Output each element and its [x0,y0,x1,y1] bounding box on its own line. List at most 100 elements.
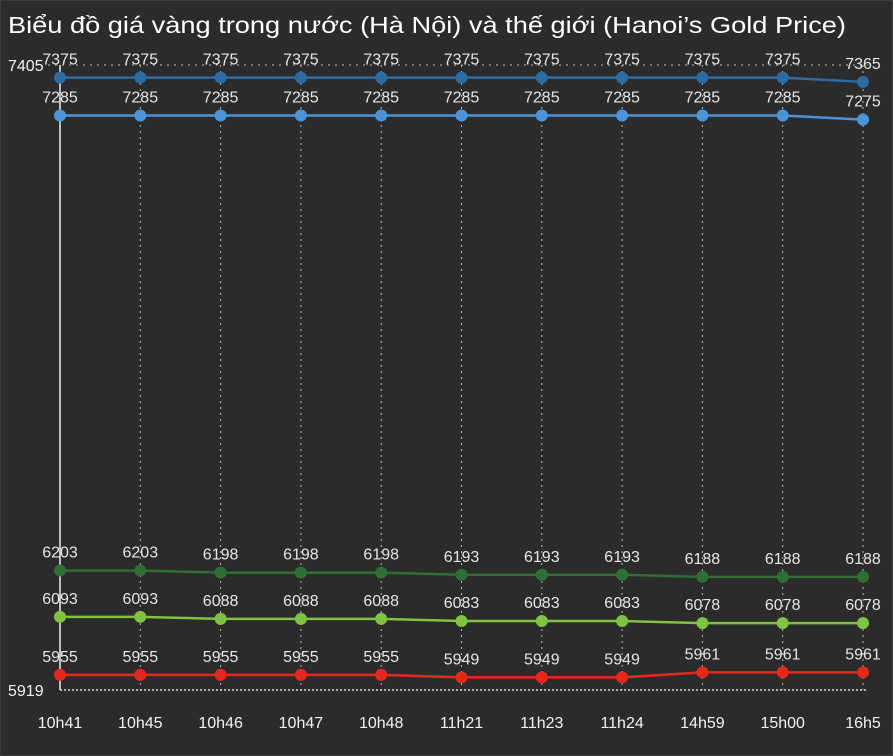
data-point [696,109,709,122]
data-label: 5955 [203,649,239,666]
data-label: 5961 [765,646,801,663]
data-label: 5949 [444,651,480,668]
data-label: 7375 [685,52,721,69]
data-point [535,109,548,122]
x-tick-label: 10h47 [279,715,324,732]
x-tick-label: 14h59 [680,715,725,732]
data-label: 5961 [845,646,881,663]
data-point [455,568,468,581]
data-point [134,610,147,623]
x-tick-label: 10h46 [198,715,243,732]
series-2 [54,109,869,126]
x-tick-label: 10h48 [359,715,404,732]
data-point [134,109,147,122]
data-label: 6188 [765,551,801,568]
data-point [776,666,789,679]
x-tick-labels: 10h41 10h45 10h46 10h47 10h48 11h21 11h23 11h24… [38,715,881,732]
data-point [696,617,709,630]
data-label: 7275 [845,94,881,111]
data-label: 7285 [444,89,480,106]
data-point [696,666,709,679]
data-label: 6083 [444,595,480,612]
x-tick-label: 10h45 [118,715,163,732]
data-label: 7285 [604,89,640,106]
data-label: 7375 [765,52,801,69]
data-label: 7365 [845,56,881,73]
data-point [54,668,66,681]
data-label: 7285 [283,89,319,106]
chart-title: Biểu đồ giá vàng trong nước (Hà Nội) và … [8,12,846,38]
data-label: 6193 [444,549,480,566]
data-point [214,71,227,84]
series-3 [54,564,869,583]
x-tick-label: 11h23 [520,715,563,732]
data-label: 5949 [524,651,560,668]
data-label: 7285 [363,89,399,106]
data-point [776,71,789,84]
data-label: 5955 [42,649,78,666]
data-point [776,617,789,630]
data-point [857,570,869,583]
data-point [294,668,307,681]
data-label: 5955 [283,649,319,666]
data-point [535,71,548,84]
data-labels: 7375 7375 7375 7375 7375 7375 7375 7375 7375 7375… [42,52,881,669]
data-point [54,610,66,623]
data-point [214,109,227,122]
data-point [455,615,468,628]
data-label: 7375 [444,52,480,69]
data-point [696,71,709,84]
data-label: 6198 [203,547,239,564]
data-point [375,71,388,84]
data-point [616,671,629,684]
data-label: 7285 [765,89,801,106]
data-point [134,71,147,84]
data-label: 6198 [363,547,399,564]
data-label: 5949 [604,651,640,668]
data-point [535,615,548,628]
data-point [776,570,789,583]
data-label: 7285 [203,89,239,106]
data-label: 6093 [123,591,159,608]
data-point [375,668,388,681]
data-label: 6093 [42,591,78,608]
data-label: 6193 [604,549,640,566]
data-point [857,75,869,88]
series-layer [54,71,869,684]
data-label: 7285 [123,89,159,106]
data-point [294,109,307,122]
data-label: 6203 [123,545,159,562]
series-1 [54,71,869,88]
data-point [375,566,388,579]
data-label: 6198 [283,547,319,564]
data-point [214,668,227,681]
data-label: 6088 [283,593,319,610]
data-label: 6203 [42,545,78,562]
data-label: 7375 [283,52,319,69]
data-label: 7285 [685,89,721,106]
y-tick-label: 5919 [8,683,44,700]
data-point [375,109,388,122]
data-point [616,109,629,122]
data-label: 7285 [524,89,560,106]
data-point [134,564,147,577]
data-point [857,617,869,630]
x-tick-label: 11h21 [440,715,483,732]
x-tick-label: 11h24 [600,715,643,732]
y-tick-labels: 7405 5919 [8,58,44,700]
data-point [134,668,147,681]
data-point [54,71,66,84]
data-label: 5955 [123,649,159,666]
data-point [535,568,548,581]
data-point [616,615,629,628]
data-point [455,71,468,84]
data-label: 6078 [765,597,801,614]
data-label: 6078 [685,597,721,614]
data-label: 5961 [685,646,721,663]
data-label: 6083 [524,595,560,612]
data-label: 5955 [363,649,399,666]
data-point [214,612,227,625]
data-label: 6078 [845,597,881,614]
